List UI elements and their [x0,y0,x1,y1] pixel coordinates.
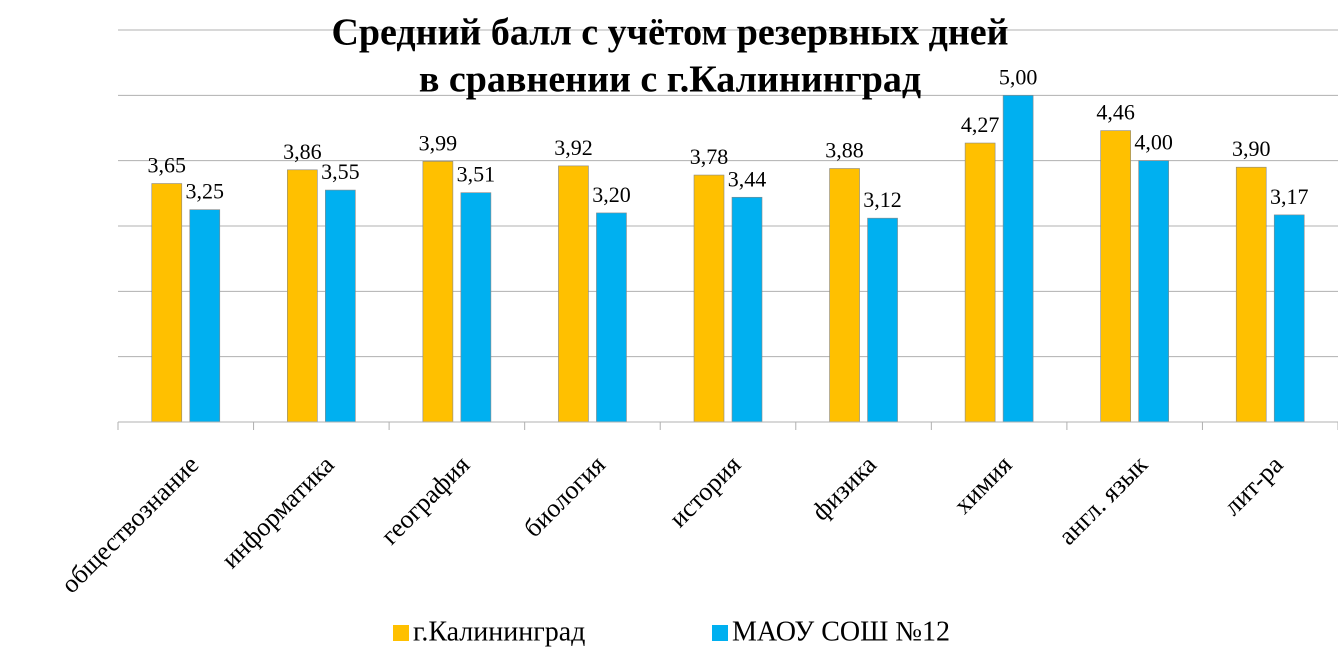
legend-label: МАОУ СОШ №12 [732,616,950,647]
legend-swatch [712,625,728,641]
value-label: 3,55 [321,159,360,184]
value-label: 3,90 [1232,136,1271,161]
value-label: 5,00 [999,64,1038,89]
value-label: 3,65 [148,153,187,178]
bar [1235,166,1267,423]
bar [964,142,996,423]
chart-title: Средний балл с учётом резервных дней [331,12,1008,54]
bar [829,168,860,423]
x-tick-label: англ. язык [1053,450,1154,551]
bar [287,169,318,423]
x-tick-label: информатика [216,450,340,574]
value-label: 3,86 [283,139,322,164]
value-label: 3,88 [825,138,864,163]
x-tick-label: обществознание [55,450,204,599]
value-label: 4,00 [1134,130,1173,155]
x-tick-label: химия [948,450,1017,519]
bar [422,161,454,423]
value-label: 3,78 [690,144,729,169]
bar [189,209,221,423]
x-tick-label: биология [518,450,611,543]
bar [693,174,725,423]
value-label: 3,17 [1270,184,1309,209]
legend-label: г.Калининград [413,616,585,647]
bar [151,183,183,423]
bar [1002,95,1034,423]
bar [867,217,898,423]
value-label: 3,51 [457,162,496,187]
bar [460,192,492,423]
bar [1273,214,1305,423]
value-label: 3,12 [863,187,902,212]
bar [731,196,763,423]
x-tick-label: география [375,450,475,550]
x-tick-label: лит-ра [1218,450,1289,521]
x-tick-label: история [663,450,746,533]
value-label: 3,20 [592,182,631,207]
x-tick-label: физика [806,450,882,526]
bar [325,189,356,423]
bar [558,165,589,423]
bar [1100,130,1131,423]
legend-swatch [393,625,409,641]
chart-title: в сравнении с г.Калининград [419,59,921,101]
value-label: 3,92 [554,135,593,160]
bar [596,212,627,423]
value-label: 3,99 [419,130,458,155]
value-label: 4,46 [1096,100,1135,125]
bar [1138,160,1169,423]
value-label: 4,27 [961,112,1000,137]
value-label: 3,44 [728,166,767,191]
value-label: 3,25 [186,179,225,204]
